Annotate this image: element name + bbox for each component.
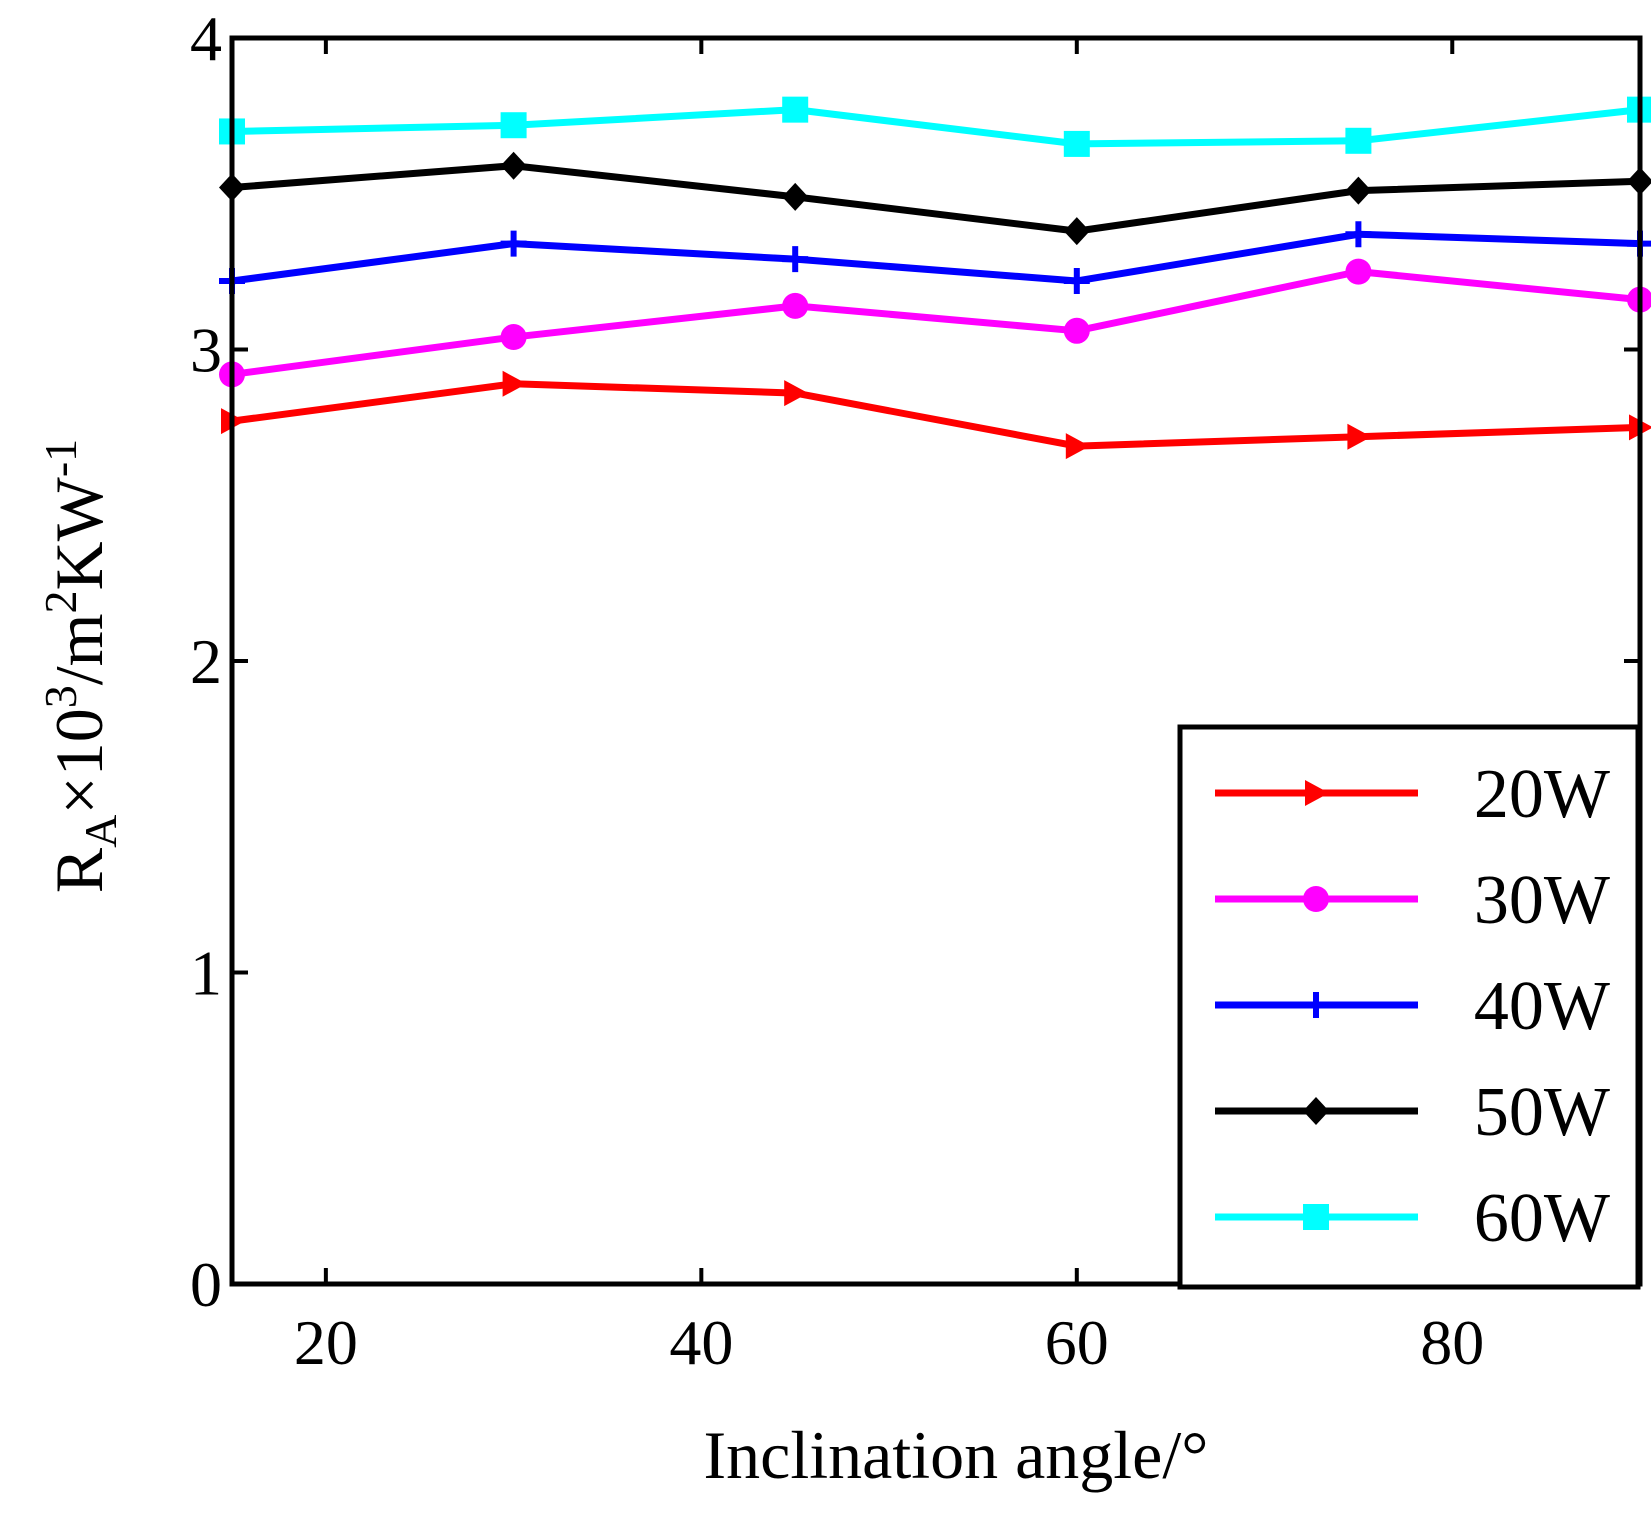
x-tick-label: 80 <box>1420 1307 1484 1378</box>
y-label-sup3: -1 <box>35 439 86 477</box>
data-point-60W <box>782 96 809 123</box>
legend-label: 20W <box>1474 756 1610 833</box>
y-label-sup2: 2 <box>35 590 86 613</box>
legend-label: 40W <box>1474 968 1610 1045</box>
data-point-40W <box>500 230 527 257</box>
series-line-30W <box>231 268 1641 378</box>
data-point-40W <box>1063 267 1090 294</box>
y-label-sup1: 3 <box>35 685 86 708</box>
data-point-20W <box>502 370 527 397</box>
data-point-50W <box>1345 176 1372 205</box>
series-line-60W <box>231 106 1641 148</box>
legend-label: 60W <box>1474 1180 1610 1257</box>
x-tick-label: 60 <box>1045 1307 1109 1378</box>
legend-marker <box>1305 780 1329 806</box>
y-tick-label: 0 <box>190 1249 222 1320</box>
data-point-20W <box>1347 423 1372 450</box>
legend-item-40W: 40W <box>1215 968 1610 1045</box>
legend-item-30W: 30W <box>1215 862 1610 939</box>
data-point-60W <box>500 112 527 139</box>
legend-item-20W: 20W <box>1215 756 1610 833</box>
legend-marker <box>1303 886 1329 912</box>
data-point-30W <box>500 324 527 351</box>
x-tick-label: 20 <box>294 1307 358 1378</box>
y-label-mid: ×10 <box>41 708 117 814</box>
x-axis-label: Inclination angle/° <box>704 1417 1209 1493</box>
y-label-unit: /m <box>41 613 117 685</box>
series-40W <box>219 221 1651 294</box>
data-point-50W <box>500 151 527 180</box>
legend-marker <box>1303 1097 1329 1125</box>
legend-item-50W: 50W <box>1215 1074 1610 1151</box>
series-line-50W <box>231 162 1641 235</box>
series-line-20W <box>231 380 1641 450</box>
data-point-50W <box>782 182 809 211</box>
series-20W <box>221 370 1651 460</box>
x-tick-label: 40 <box>669 1307 733 1378</box>
data-point-40W <box>1345 221 1372 248</box>
data-point-30W <box>1063 317 1090 344</box>
y-tick-label: 3 <box>190 315 222 386</box>
data-point-50W <box>1063 217 1090 246</box>
legend-marker <box>1303 992 1329 1018</box>
data-point-60W <box>1345 127 1372 154</box>
legend-item-60W: 60W <box>1215 1180 1610 1257</box>
y-tick-label: 4 <box>190 3 222 74</box>
y-tick-label: 1 <box>190 938 222 1009</box>
y-label-tail: KW <box>41 476 117 590</box>
y-tick-label: 2 <box>190 626 222 697</box>
series-50W <box>219 151 1651 246</box>
y-label-sub: A <box>75 815 126 848</box>
series-layer <box>219 96 1651 460</box>
data-point-20W <box>1065 433 1090 460</box>
data-point-60W <box>1063 130 1090 157</box>
series-line-40W <box>231 230 1641 285</box>
legend-marker <box>1303 1204 1329 1230</box>
legend-label: 50W <box>1474 1074 1610 1151</box>
legend: 20W 30W 40W 50W 60W <box>1177 724 1641 1290</box>
data-point-30W <box>782 292 809 319</box>
legend-label: 30W <box>1474 862 1610 939</box>
y-axis-label: RA×103/m2KW-1 <box>35 439 126 893</box>
ticks-layer: 20 40 60 80 0 1 2 3 4 <box>190 3 1640 1378</box>
data-point-30W <box>1345 258 1372 285</box>
y-label-base: R <box>41 847 117 893</box>
data-point-40W <box>782 246 809 273</box>
data-point-20W <box>784 380 809 407</box>
